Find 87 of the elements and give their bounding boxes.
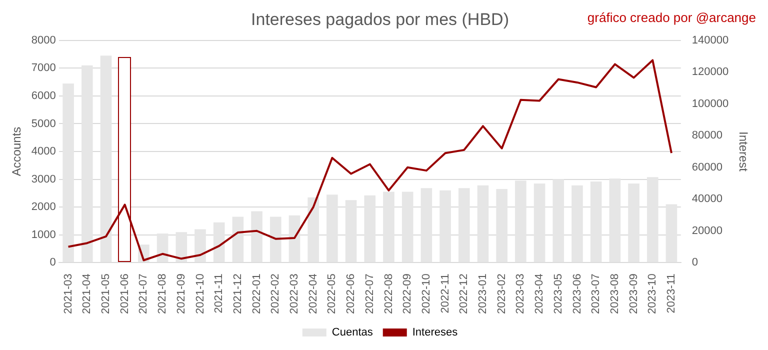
- legend-label: Cuentas: [332, 326, 374, 339]
- x-tick-label: 2021-07: [138, 274, 150, 314]
- bar: [213, 222, 225, 262]
- x-tick-label: 2021-06: [118, 274, 131, 314]
- bar: [345, 200, 357, 262]
- x-tick-label: 2021-09: [175, 274, 188, 314]
- legend-label: Intereses: [412, 326, 458, 339]
- x-tick-label: 2021-05: [100, 274, 112, 314]
- bar: [232, 216, 244, 262]
- x-tick-label: 2023-01: [477, 274, 490, 314]
- bar: [534, 183, 546, 262]
- chart-title: Intereses pagados por mes (HBD): [251, 10, 509, 29]
- x-tick-label: 2021-11: [213, 274, 226, 314]
- bar: [251, 211, 262, 262]
- x-tick-label: 2021-04: [81, 274, 94, 314]
- x-tick-label: 2023-10: [646, 274, 659, 314]
- y2-tick-label: 140000: [692, 34, 729, 46]
- bar: [666, 204, 678, 262]
- y2-tick-label: 60000: [692, 161, 722, 174]
- y-tick-label: 0: [50, 256, 56, 269]
- y-tick-label: 2000: [31, 201, 56, 214]
- bar: [288, 215, 300, 262]
- x-tick-label: 2022-01: [250, 274, 263, 314]
- y2-tick-label: 0: [692, 256, 698, 269]
- bar: [62, 83, 74, 262]
- bar: [646, 177, 658, 262]
- x-tick-label: 2022-09: [402, 274, 414, 314]
- x-tick-label: 2021-12: [232, 274, 244, 314]
- bar: [609, 178, 621, 262]
- y-tick-label: 3000: [31, 173, 56, 186]
- y2-tick-label: 120000: [692, 66, 729, 78]
- bar: [383, 192, 394, 262]
- bar: [194, 229, 206, 262]
- bar: [364, 195, 376, 262]
- y-tick-label: 7000: [31, 62, 56, 74]
- y2-tick-label: 80000: [692, 130, 722, 142]
- x-tick-label: 2021-08: [156, 274, 169, 314]
- x-tick-label: 2022-02: [270, 274, 282, 314]
- bar: [420, 188, 432, 262]
- bar: [572, 185, 583, 262]
- x-tick-label: 2022-04: [307, 274, 320, 314]
- y-tick-label: 1000: [31, 228, 56, 241]
- bar: [81, 65, 93, 262]
- x-tick-label: 2023-06: [571, 274, 584, 314]
- x-tick-label: 2022-06: [345, 274, 358, 314]
- x-tick-label: 2023-02: [496, 274, 508, 314]
- x-tick-label: 2023-11: [666, 274, 678, 314]
- x-tick-label: 2022-08: [382, 274, 395, 314]
- x-tick-label: 2021-03: [62, 274, 74, 314]
- bar: [308, 197, 319, 262]
- x-tick-label: 2022-10: [420, 274, 432, 314]
- y-tick-label: 8000: [31, 34, 56, 46]
- bar: [270, 216, 282, 262]
- x-tick-label: 2022-11: [439, 274, 452, 314]
- y-tick-label: 4000: [31, 146, 56, 158]
- x-tick-label: 2023-08: [608, 274, 621, 314]
- x-tick-label: 2023-09: [628, 274, 640, 314]
- bar: [156, 233, 168, 262]
- y2-tick-label: 20000: [692, 224, 722, 237]
- x-tick-label: 2022-03: [288, 274, 301, 314]
- x-tick-label: 2023-04: [534, 274, 546, 314]
- x-tick-label: 2021-10: [194, 274, 206, 314]
- y-tick-label: 6000: [31, 90, 56, 102]
- bar: [515, 180, 526, 262]
- x-tick-label: 2022-07: [364, 274, 376, 314]
- x-tick-label: 2022-05: [326, 274, 338, 314]
- text: gráfico creado por @arcange: [587, 10, 756, 25]
- x-tick-label: 2023-03: [514, 274, 527, 314]
- x-tick-label: 2022-12: [458, 274, 470, 314]
- y-axis-title: Accounts: [10, 126, 24, 176]
- bar: [100, 56, 112, 262]
- x-tick-label: 2023-05: [552, 274, 564, 314]
- y2-tick-label: 40000: [692, 193, 722, 206]
- y2-axis-title: Interest: [736, 132, 750, 172]
- y-tick-label: 5000: [31, 118, 56, 130]
- bar: [477, 185, 489, 262]
- bar: [628, 183, 640, 262]
- bar: [458, 188, 470, 262]
- y2-tick-label: 100000: [692, 98, 729, 110]
- bar: [326, 194, 338, 262]
- bar: [552, 179, 564, 262]
- bar: [590, 182, 602, 262]
- bar: [176, 232, 188, 262]
- bar: [402, 192, 414, 262]
- x-tick-label: 2023-07: [590, 274, 602, 314]
- bar: [496, 189, 508, 262]
- bar: [440, 190, 451, 262]
